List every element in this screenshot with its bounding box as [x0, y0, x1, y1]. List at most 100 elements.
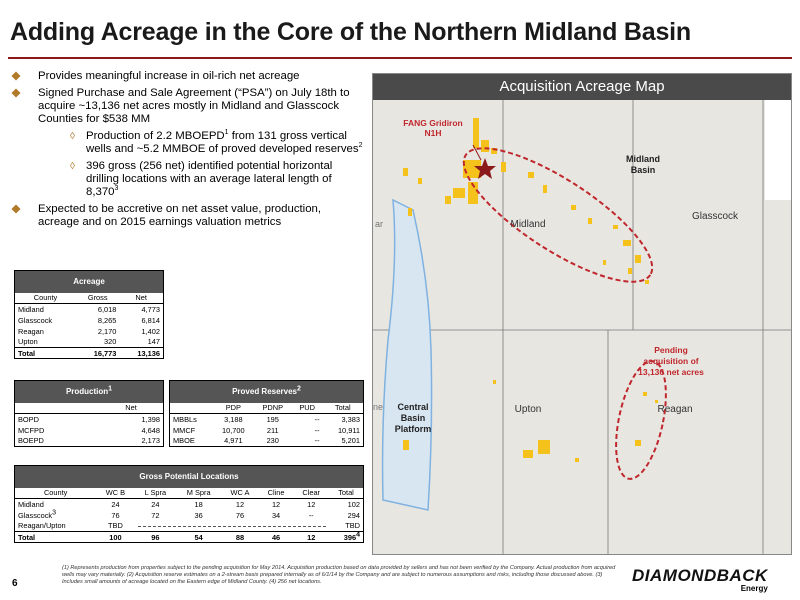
label-pending-3: 13,136 net acres: [638, 367, 704, 377]
sub-bullet-icon: ◊: [70, 131, 75, 142]
table-row: Glasscock 8,265 6,814: [18, 315, 160, 325]
table-row: Reagan 2,170 1,402: [18, 326, 160, 336]
label-fang-2: N1H: [424, 128, 441, 138]
label-edge-left-2: ne: [373, 402, 383, 412]
acreage-block: [481, 140, 489, 152]
title-rule: [8, 57, 792, 59]
table-row: MBOE 4,971 230 -- 5,201: [173, 436, 360, 446]
label-fang: FANG Gridiron: [403, 118, 463, 128]
label-pending-1: Pending: [654, 345, 688, 355]
logo-subtitle: Energy: [740, 584, 768, 593]
col-header: Total: [329, 487, 364, 499]
acreage-block: [523, 450, 533, 458]
reserves-table: Proved Reserves2 PDP PDNP PUD Total MBBL…: [169, 380, 364, 447]
acreage-block: [635, 440, 641, 446]
col-header: PDP: [212, 402, 254, 414]
label-midland-basin-2: Basin: [631, 165, 656, 175]
sub-bullet-locations: ◊ 396 gross (256 net) identified potentia…: [70, 160, 333, 198]
table-row: MMCF 10,700 211 -- 10,911: [173, 425, 360, 435]
acreage-table: Acreage County Gross Net Midland 6,018 4,7…: [14, 270, 164, 359]
acreage-block: [603, 260, 606, 265]
reagan-acquisition-ellipse: [615, 360, 667, 480]
col-header: County: [14, 292, 77, 304]
col-header: WC B: [96, 487, 135, 499]
col-header: L Spra: [134, 487, 177, 499]
diamond-bullet-icon: [11, 71, 21, 81]
acreage-block: [501, 162, 506, 172]
col-header: M Spra: [176, 487, 222, 499]
col-header: Net: [99, 402, 164, 414]
bullet-psa: Signed Purchase and Sale Agreement (“PSA…: [10, 87, 365, 126]
acreage-block: [453, 188, 465, 198]
company-logo: DIAMONDBACK Energy: [632, 566, 768, 593]
acreage-block: [571, 205, 576, 210]
map-edge-blank: [765, 100, 791, 200]
table-row: MBBLs 3,188 195 -- 3,383: [173, 414, 360, 424]
map-title: Acquisition Acreage Map: [373, 74, 791, 100]
acreage-block: [655, 400, 658, 403]
page-number: 6: [12, 578, 18, 589]
col-header: Gross: [76, 292, 120, 304]
table-row: BOEPD 2,173: [18, 436, 160, 446]
acreage-block: [645, 280, 649, 284]
sub-bullet-icon: ◊: [70, 161, 75, 172]
locations-table: Gross Potential Locations County WC B L …: [14, 465, 364, 543]
col-header: County: [14, 487, 97, 499]
label-midland-county: Midland: [510, 219, 545, 230]
acreage-block: [588, 218, 592, 224]
acreage-block: [491, 148, 497, 154]
table-row: MCFPD 4,648: [18, 425, 160, 435]
acreage-block: [418, 178, 422, 184]
reserves-table-title: Proved Reserves2: [169, 380, 364, 403]
diamond-bullet-icon: [11, 204, 21, 214]
acreage-block: [623, 240, 631, 246]
central-basin-platform: [381, 198, 433, 511]
label-glasscock-county: Glasscock: [692, 211, 739, 222]
acreage-block: [628, 268, 632, 274]
bullet-acreage: Provides meaningful increase in oil-rich…: [10, 70, 365, 83]
bullet-accretive: Expected to be accretive on net asset va…: [10, 203, 365, 229]
table-row: Glasscock3 76 72 36 76 34 -- 294: [18, 509, 360, 520]
diamond-bullet-icon: [11, 88, 21, 98]
midland-acquisition-ellipse: [462, 147, 654, 283]
col-header: Clear: [293, 487, 330, 499]
table-row: Midland 24 24 18 12 12 12 102: [18, 499, 360, 509]
table-total-row: Total 100 96 54 88 46 12 3964: [14, 531, 364, 543]
acreage-block: [403, 168, 408, 176]
label-edge-left-1: ar: [375, 219, 383, 229]
acreage-block: [643, 392, 647, 396]
col-header: PUD: [291, 402, 323, 414]
label-upton-county: Upton: [515, 404, 542, 415]
logo-wordmark: DIAMONDBACK: [632, 566, 768, 585]
table-row: Reagan/Upton TBD TBD: [18, 521, 360, 531]
tbd-dashed-line: [137, 525, 327, 527]
acreage-block: [468, 182, 478, 204]
col-header: Total: [322, 402, 364, 414]
acreage-table-title: Acreage: [14, 270, 164, 293]
bullet-list: Provides meaningful increase in oil-rich…: [10, 70, 365, 233]
col-header: PDNP: [253, 402, 292, 414]
label-central-3: Platform: [395, 424, 432, 434]
table-row: BOPD 1,398: [18, 414, 160, 424]
sub-bullet-production: ◊ Production of 2.2 MBOEPD1 from 131 gros…: [70, 129, 363, 155]
acreage-block: [493, 380, 496, 384]
callout-line: [472, 144, 482, 161]
acreage-map: Acquisition Acreage Map: [372, 73, 792, 555]
label-pending-2: acquisition of: [643, 356, 698, 366]
acreage-block: [543, 185, 547, 193]
locations-table-title: Gross Potential Locations: [14, 465, 364, 488]
acreage-block: [463, 160, 481, 178]
label-midland-basin: Midland: [626, 154, 660, 164]
label-central-2: Basin: [401, 413, 426, 423]
acreage-block: [445, 196, 451, 204]
map-canvas: FANG Gridiron N1H Midland Basin Midland …: [373, 100, 791, 554]
table-total-row: Total 16,773 13,136: [14, 347, 164, 359]
col-header: WC A: [221, 487, 259, 499]
acreage-blocks: [403, 118, 658, 462]
acreage-block: [575, 458, 579, 462]
table-row: Upton 320 147: [18, 337, 160, 347]
footnote: (1) Represents production from propertie…: [62, 565, 616, 585]
label-central-1: Central: [397, 402, 428, 412]
acreage-block: [635, 255, 641, 263]
page-title: Adding Acreage in the Core of the Northe…: [10, 18, 691, 46]
